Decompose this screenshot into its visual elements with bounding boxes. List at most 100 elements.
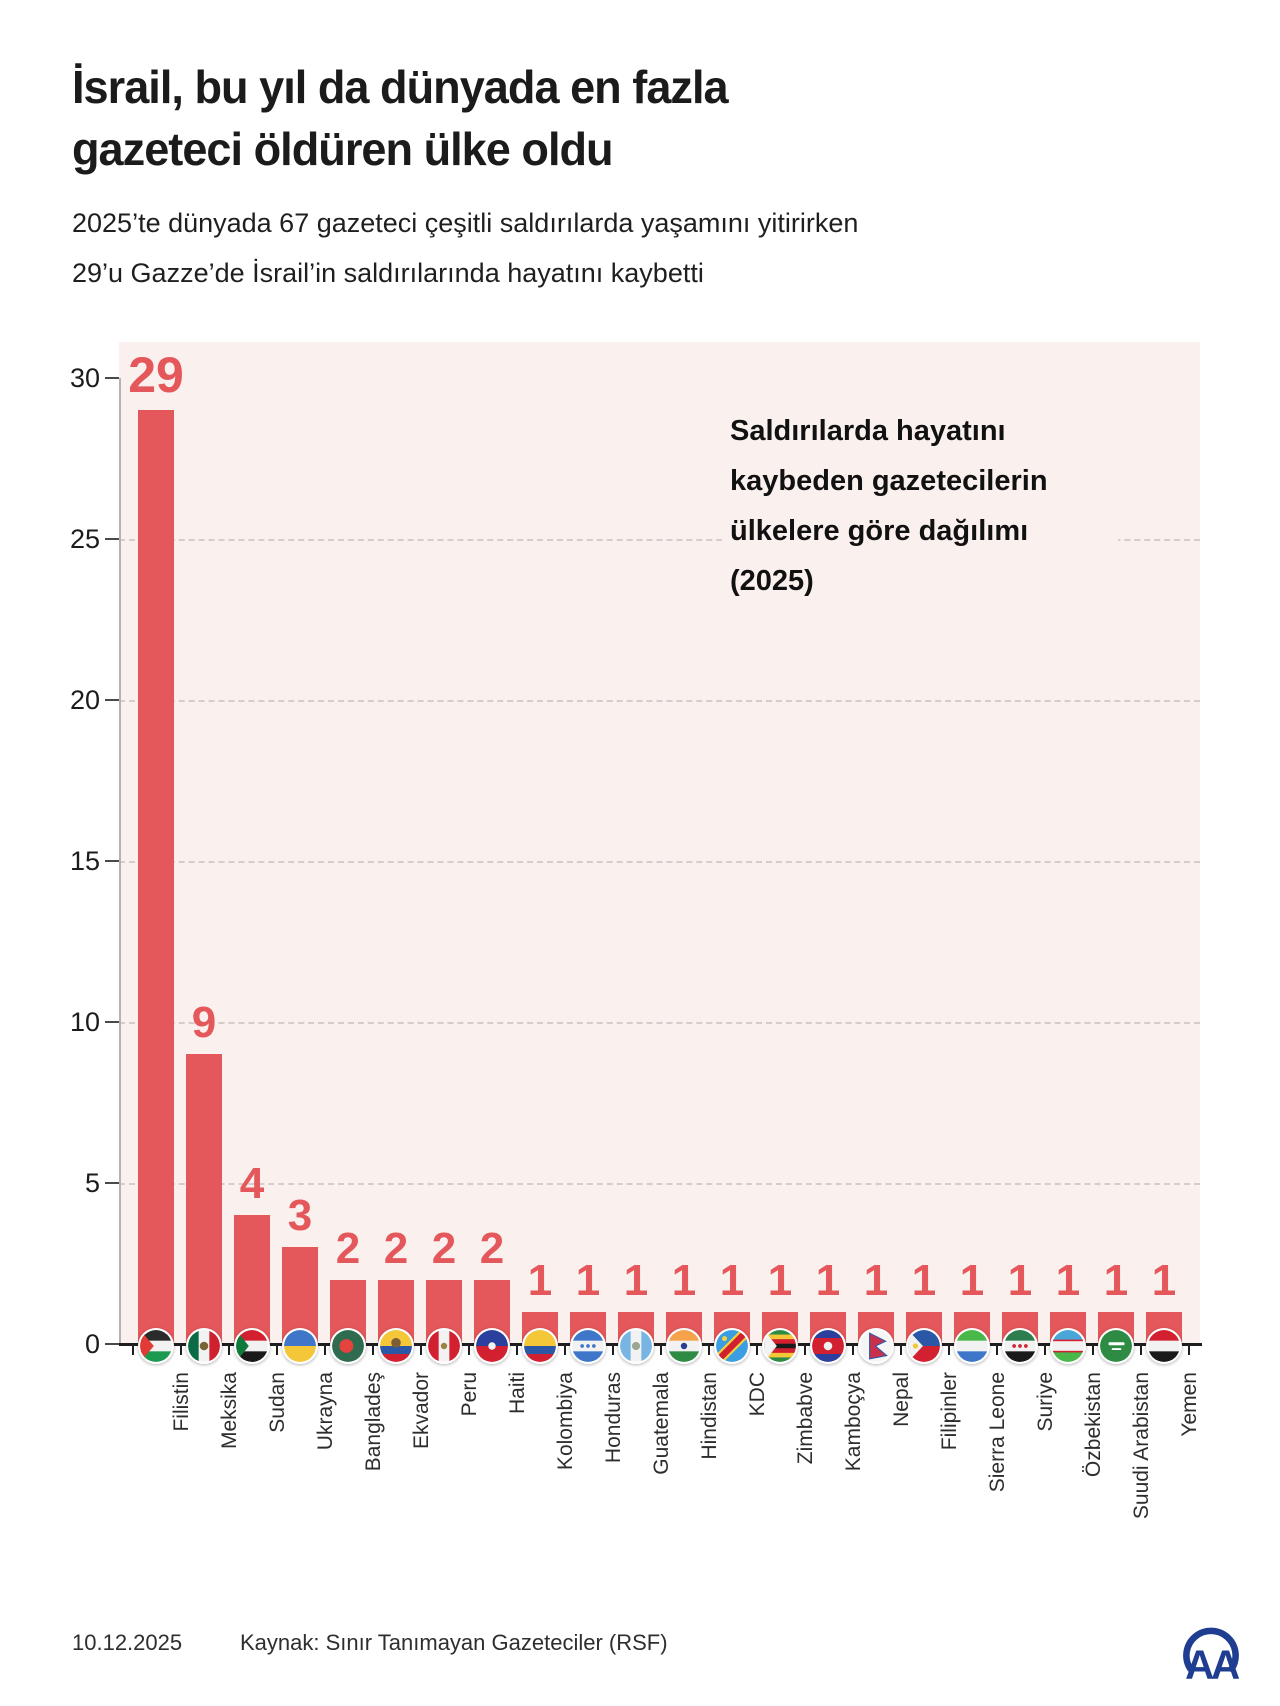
- y-tick-label: 20: [69, 685, 100, 715]
- bar-Meksika: [186, 1054, 222, 1344]
- x-label-Kamboçya: Kamboçya: [842, 1372, 865, 1472]
- x-tick-mark: [756, 1346, 758, 1355]
- y-tick-mark: [105, 1182, 119, 1184]
- gridline-20: [119, 700, 1200, 702]
- x-tick-mark: [612, 1346, 614, 1355]
- y-axis: [119, 378, 121, 1344]
- y-tick-mark: [105, 377, 119, 379]
- x-tick-mark: [228, 1346, 230, 1355]
- x-label-Suudi Arabistan: Suudi Arabistan: [1130, 1372, 1153, 1520]
- flag-india-icon: [666, 1328, 702, 1364]
- x-label-Hindistan: Hindistan: [698, 1372, 721, 1460]
- bar-value-label: 1: [959, 1255, 985, 1305]
- bar-value-label: 2: [431, 1223, 457, 1273]
- x-axis: [119, 1343, 1202, 1346]
- x-tick-mark: [996, 1346, 998, 1355]
- x-tick-mark: [948, 1346, 950, 1355]
- flag-saudi-arabia-icon: [1098, 1328, 1134, 1364]
- bar-value-label: 1: [863, 1255, 889, 1305]
- bar-value-label: 1: [623, 1255, 649, 1305]
- x-label-Bangladeş: Bangladeş: [362, 1372, 385, 1472]
- aa-agency-logo-icon: AA: [1178, 1614, 1244, 1688]
- bar-value-label: 1: [719, 1255, 745, 1305]
- x-label-Filistin: Filistin: [170, 1372, 193, 1432]
- x-label-KDC: KDC: [746, 1372, 769, 1417]
- x-label-Filipinler: Filipinler: [938, 1372, 961, 1451]
- flag-ukraine-icon: [282, 1328, 318, 1364]
- x-label-Haiti: Haiti: [506, 1372, 529, 1415]
- bar-value-label: 1: [767, 1255, 793, 1305]
- x-tick-mark: [660, 1346, 662, 1355]
- bar-value-label: 1: [815, 1255, 841, 1305]
- flag-ecuador-icon: [378, 1328, 414, 1364]
- flag-nepal-icon: [858, 1328, 894, 1364]
- x-tick-mark: [468, 1346, 470, 1355]
- x-label-Yemen: Yemen: [1178, 1372, 1201, 1437]
- page-subtitle: 2025’te dünyada 67 gazeteci çeşitli sald…: [72, 208, 859, 288]
- bar-value-label: 4: [239, 1159, 265, 1209]
- flag-sierra-leone-icon: [954, 1328, 990, 1364]
- bar-value-label: 9: [191, 998, 217, 1048]
- x-tick-mark: [852, 1346, 854, 1355]
- x-tick-mark: [1092, 1346, 1094, 1355]
- bar-Ukrayna: [282, 1247, 318, 1344]
- bar-value-label: 1: [1103, 1255, 1129, 1305]
- flag-philippines-icon: [906, 1328, 942, 1364]
- flag-guatemala-icon: [618, 1328, 654, 1364]
- gridline-15: [119, 861, 1200, 863]
- flag-sudan-icon: [234, 1328, 270, 1364]
- x-tick-mark: [132, 1346, 134, 1355]
- bar-value-label: 29: [128, 347, 184, 404]
- gridline-10: [119, 1022, 1200, 1024]
- bar-value-label: 1: [911, 1255, 937, 1305]
- bar-value-label: 2: [479, 1223, 505, 1273]
- bar-value-label: 1: [527, 1255, 553, 1305]
- flag-mexico-icon: [186, 1328, 222, 1364]
- bar-value-label: 1: [671, 1255, 697, 1305]
- bar-value-label: 2: [335, 1223, 361, 1273]
- y-tick-mark: [105, 1021, 119, 1023]
- flag-bangladesh-icon: [330, 1328, 366, 1364]
- bar-Sudan: [234, 1215, 270, 1344]
- y-tick-label: 10: [69, 1007, 100, 1037]
- x-tick-mark: [708, 1346, 710, 1355]
- flag-cambodia-icon: [810, 1328, 846, 1364]
- x-label-Özbekistan: Özbekistan: [1082, 1372, 1105, 1478]
- svg-text:AA: AA: [1185, 1642, 1240, 1684]
- x-tick-mark: [1140, 1346, 1142, 1355]
- x-tick-mark: [1044, 1346, 1046, 1355]
- x-label-Nepal: Nepal: [890, 1372, 913, 1427]
- x-label-Honduras: Honduras: [602, 1372, 625, 1464]
- flag-honduras-icon: [570, 1328, 606, 1364]
- x-tick-mark: [276, 1346, 278, 1355]
- x-tick-mark: [180, 1346, 182, 1355]
- footer-source: Kaynak: Sınır Tanımayan Gazeteciler (RSF…: [240, 1630, 668, 1655]
- gridline-5: [119, 1183, 1200, 1185]
- bar-value-label: 3: [287, 1191, 313, 1241]
- x-tick-mark: [900, 1346, 902, 1355]
- x-tick-mark: [420, 1346, 422, 1355]
- x-label-Sierra Leone: Sierra Leone: [986, 1372, 1009, 1493]
- x-label-Kolombiya: Kolombiya: [554, 1372, 577, 1471]
- gridline-25: [119, 539, 1200, 541]
- y-tick-label: 5: [84, 1168, 100, 1198]
- bar-value-label: 1: [1055, 1255, 1081, 1305]
- flag-yemen-icon: [1146, 1328, 1182, 1364]
- footer-date: 10.12.2025: [72, 1630, 183, 1655]
- x-label-Suriye: Suriye: [1034, 1372, 1057, 1432]
- flag-zimbabwe-icon: [762, 1328, 798, 1364]
- x-label-Peru: Peru: [458, 1372, 481, 1417]
- x-tick-mark: [1188, 1346, 1190, 1355]
- y-tick-label: 25: [69, 524, 100, 554]
- y-tick-mark: [105, 860, 119, 862]
- flag-palestine-icon: [138, 1328, 174, 1364]
- flag-colombia-icon: [522, 1328, 558, 1364]
- y-tick-label: 0: [84, 1329, 100, 1359]
- x-tick-mark: [372, 1346, 374, 1355]
- x-tick-mark: [804, 1346, 806, 1355]
- y-tick-label: 30: [69, 363, 100, 393]
- bar-value-label: 1: [575, 1255, 601, 1305]
- y-tick-label: 15: [69, 846, 100, 876]
- x-label-Sudan: Sudan: [266, 1372, 289, 1433]
